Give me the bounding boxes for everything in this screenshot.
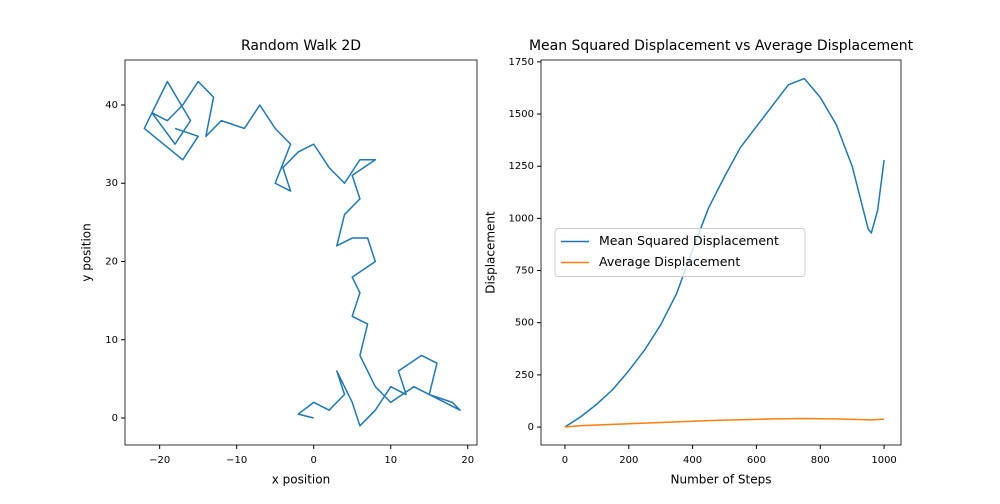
y-tick-label: 10 — [105, 335, 118, 346]
y-axis-label: y position — [80, 223, 94, 281]
x-axis-label: x position — [272, 473, 330, 487]
x-tick-label: −20 — [149, 455, 170, 466]
y-tick-label: 0 — [112, 413, 118, 424]
y-tick-label: 500 — [515, 318, 534, 329]
y-tick-label: 250 — [515, 370, 534, 381]
y-tick-label: 1000 — [509, 213, 534, 224]
x-tick-label: 0 — [311, 455, 317, 466]
x-tick-label: 20 — [461, 455, 474, 466]
y-tick-label: 750 — [515, 266, 534, 277]
y-tick-label: 1750 — [509, 57, 534, 68]
data-line — [564, 417, 885, 428]
y-tick-label: 1500 — [509, 109, 534, 120]
chart-title: Random Walk 2D — [241, 38, 361, 54]
y-axis-label: Displacement — [484, 211, 498, 294]
x-tick-label: 600 — [747, 455, 766, 466]
data-line — [564, 77, 885, 428]
x-tick-label: 800 — [811, 455, 830, 466]
x-tick-label: 200 — [619, 455, 638, 466]
x-tick-label: 400 — [683, 455, 702, 466]
x-tick-label: 0 — [562, 455, 568, 466]
y-tick-label: 0 — [528, 422, 534, 433]
y-tick-label: 40 — [105, 100, 118, 111]
x-tick-label: 10 — [384, 455, 397, 466]
y-tick-label: 20 — [105, 256, 118, 267]
y-tick-label: 1250 — [509, 161, 534, 172]
x-tick-label: −10 — [226, 455, 247, 466]
chart-title: Mean Squared Displacement vs Average Dis… — [529, 38, 914, 54]
legend-label: Mean Squared Displacement — [599, 233, 779, 248]
x-axis-label: Number of Steps — [671, 473, 772, 487]
axes-frame — [540, 59, 902, 446]
axes-frame — [124, 59, 478, 446]
y-tick-label: 30 — [105, 178, 118, 189]
legend-label: Average Displacement — [599, 254, 740, 269]
x-tick-label: 1000 — [871, 455, 896, 466]
data-line — [143, 80, 461, 427]
legend-box — [554, 228, 806, 277]
